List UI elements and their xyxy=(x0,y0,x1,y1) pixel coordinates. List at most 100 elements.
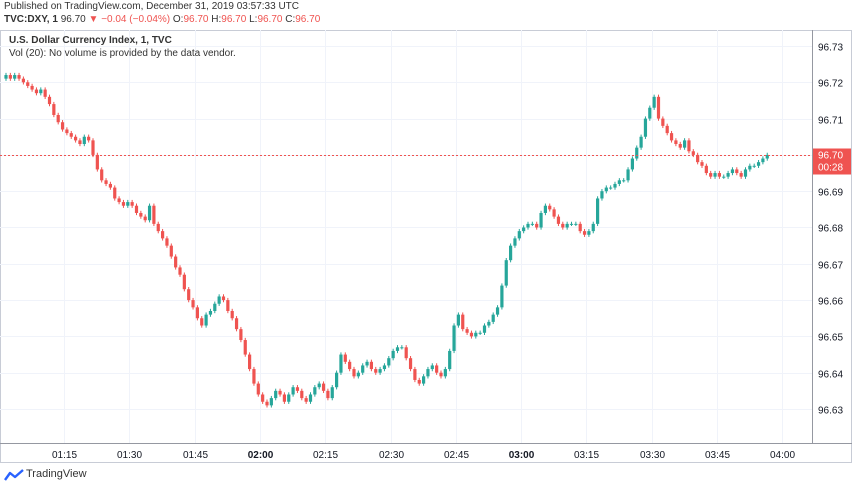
chart-title: U.S. Dollar Currency Index, 1, TVC xyxy=(9,35,172,46)
candle-body xyxy=(365,361,369,366)
close-label: C: xyxy=(285,14,296,25)
candle-body xyxy=(156,223,160,232)
open-label: O: xyxy=(172,14,184,25)
candle-body xyxy=(704,165,708,174)
candle-body xyxy=(543,205,547,213)
y-tick-label: 96.64 xyxy=(818,370,843,381)
y-tick-label: 96.68 xyxy=(818,224,843,235)
price-chart[interactable]: 96.63 96.64 96.65 96.66 96.67 96.68 96.69 96.70… xyxy=(0,30,852,463)
candle-body xyxy=(687,140,691,152)
candle-body xyxy=(378,369,382,373)
candle-body xyxy=(178,267,182,275)
candle-body xyxy=(404,347,408,359)
candle-body xyxy=(369,361,373,370)
candle-body xyxy=(100,169,104,181)
candle-body xyxy=(282,394,286,402)
candle-body xyxy=(696,154,700,163)
candle-body xyxy=(426,369,430,377)
candle-body xyxy=(74,136,78,141)
candle-body xyxy=(591,223,595,232)
candle-body xyxy=(95,154,99,170)
x-tick-label: 02:00 xyxy=(248,450,274,461)
candle-body xyxy=(304,398,308,402)
candle-body xyxy=(252,369,256,384)
x-tick-label: 01:15 xyxy=(52,450,77,461)
candle-body xyxy=(730,169,735,174)
candle-body xyxy=(578,223,582,232)
candle-body xyxy=(165,238,169,246)
time-axis[interactable]: 01:15 01:30 01:45 02:00 02:15 02:30 02:45 03:00… xyxy=(52,450,795,461)
candle-body xyxy=(287,394,291,402)
x-tick-label: 04:00 xyxy=(770,450,795,461)
candle-body xyxy=(339,354,343,373)
candle-body xyxy=(669,133,674,141)
price-tag-value: 96.70 xyxy=(818,151,843,162)
candle-body xyxy=(700,162,704,166)
footer: TradingView xyxy=(0,463,852,485)
candle-body xyxy=(478,332,482,334)
candle-body xyxy=(443,369,447,377)
candle-body xyxy=(530,223,534,225)
candle-body xyxy=(65,129,69,134)
candle-body xyxy=(674,140,678,145)
candle-body xyxy=(474,332,478,337)
candle-body xyxy=(234,318,239,330)
candle-body xyxy=(552,209,556,217)
x-tick-label: 03:15 xyxy=(574,450,599,461)
candle-body xyxy=(374,369,378,373)
candle-body xyxy=(683,140,687,148)
candle-body xyxy=(191,300,195,308)
candle-body xyxy=(13,75,17,79)
candle-body xyxy=(630,158,634,170)
candle-body xyxy=(308,394,313,402)
published-note: Published on TradingView.com, December 3… xyxy=(4,1,299,12)
symbol-label: TVC:DXY, 1 xyxy=(4,14,58,25)
candle-body xyxy=(643,118,648,137)
top-info-bar: Published on TradingView.com, December 3… xyxy=(0,0,852,30)
candle-body xyxy=(661,118,665,126)
candle-body xyxy=(526,223,530,228)
candle-body xyxy=(291,387,295,395)
candle-body xyxy=(522,227,526,232)
y-tick-label: 96.65 xyxy=(818,333,843,344)
candle-body xyxy=(343,354,347,362)
candle-body xyxy=(765,154,769,159)
y-tick-label: 96.71 xyxy=(818,116,843,127)
candle-body xyxy=(413,369,417,380)
candle-body xyxy=(461,314,465,330)
candle-body xyxy=(195,307,199,319)
change-arrow-icon: ▼ xyxy=(88,14,99,25)
candle-body xyxy=(430,365,434,370)
candle-body xyxy=(261,394,265,402)
high-value: 96.70 xyxy=(221,14,247,25)
candle-body xyxy=(709,173,713,177)
candle-body xyxy=(604,187,608,192)
candle-body xyxy=(617,180,621,184)
y-tick-label: 96.72 xyxy=(818,79,843,90)
candle-body xyxy=(221,296,226,301)
candle-body xyxy=(539,212,543,228)
candle-body xyxy=(104,180,108,184)
x-tick-label: 02:15 xyxy=(313,450,338,461)
candle-body xyxy=(4,75,8,79)
candle-body xyxy=(626,169,630,181)
candle-body xyxy=(408,358,413,370)
candle-body xyxy=(574,223,578,225)
candle-body xyxy=(691,151,695,155)
candle-body xyxy=(43,89,47,97)
candle-body xyxy=(69,133,73,137)
candle-body xyxy=(21,78,25,83)
open-value: 96.70 xyxy=(183,14,209,25)
candle-body xyxy=(561,223,565,228)
candle-body xyxy=(587,231,591,235)
candle-body xyxy=(121,202,126,206)
candle-body xyxy=(78,140,82,145)
candle-body xyxy=(582,231,587,235)
candle-body xyxy=(187,289,191,301)
candle-body xyxy=(756,162,761,166)
candle-body xyxy=(565,223,569,228)
candle-body xyxy=(465,329,469,333)
candle-body xyxy=(600,191,604,199)
candle-body xyxy=(47,96,52,105)
candle-body xyxy=(326,390,330,399)
